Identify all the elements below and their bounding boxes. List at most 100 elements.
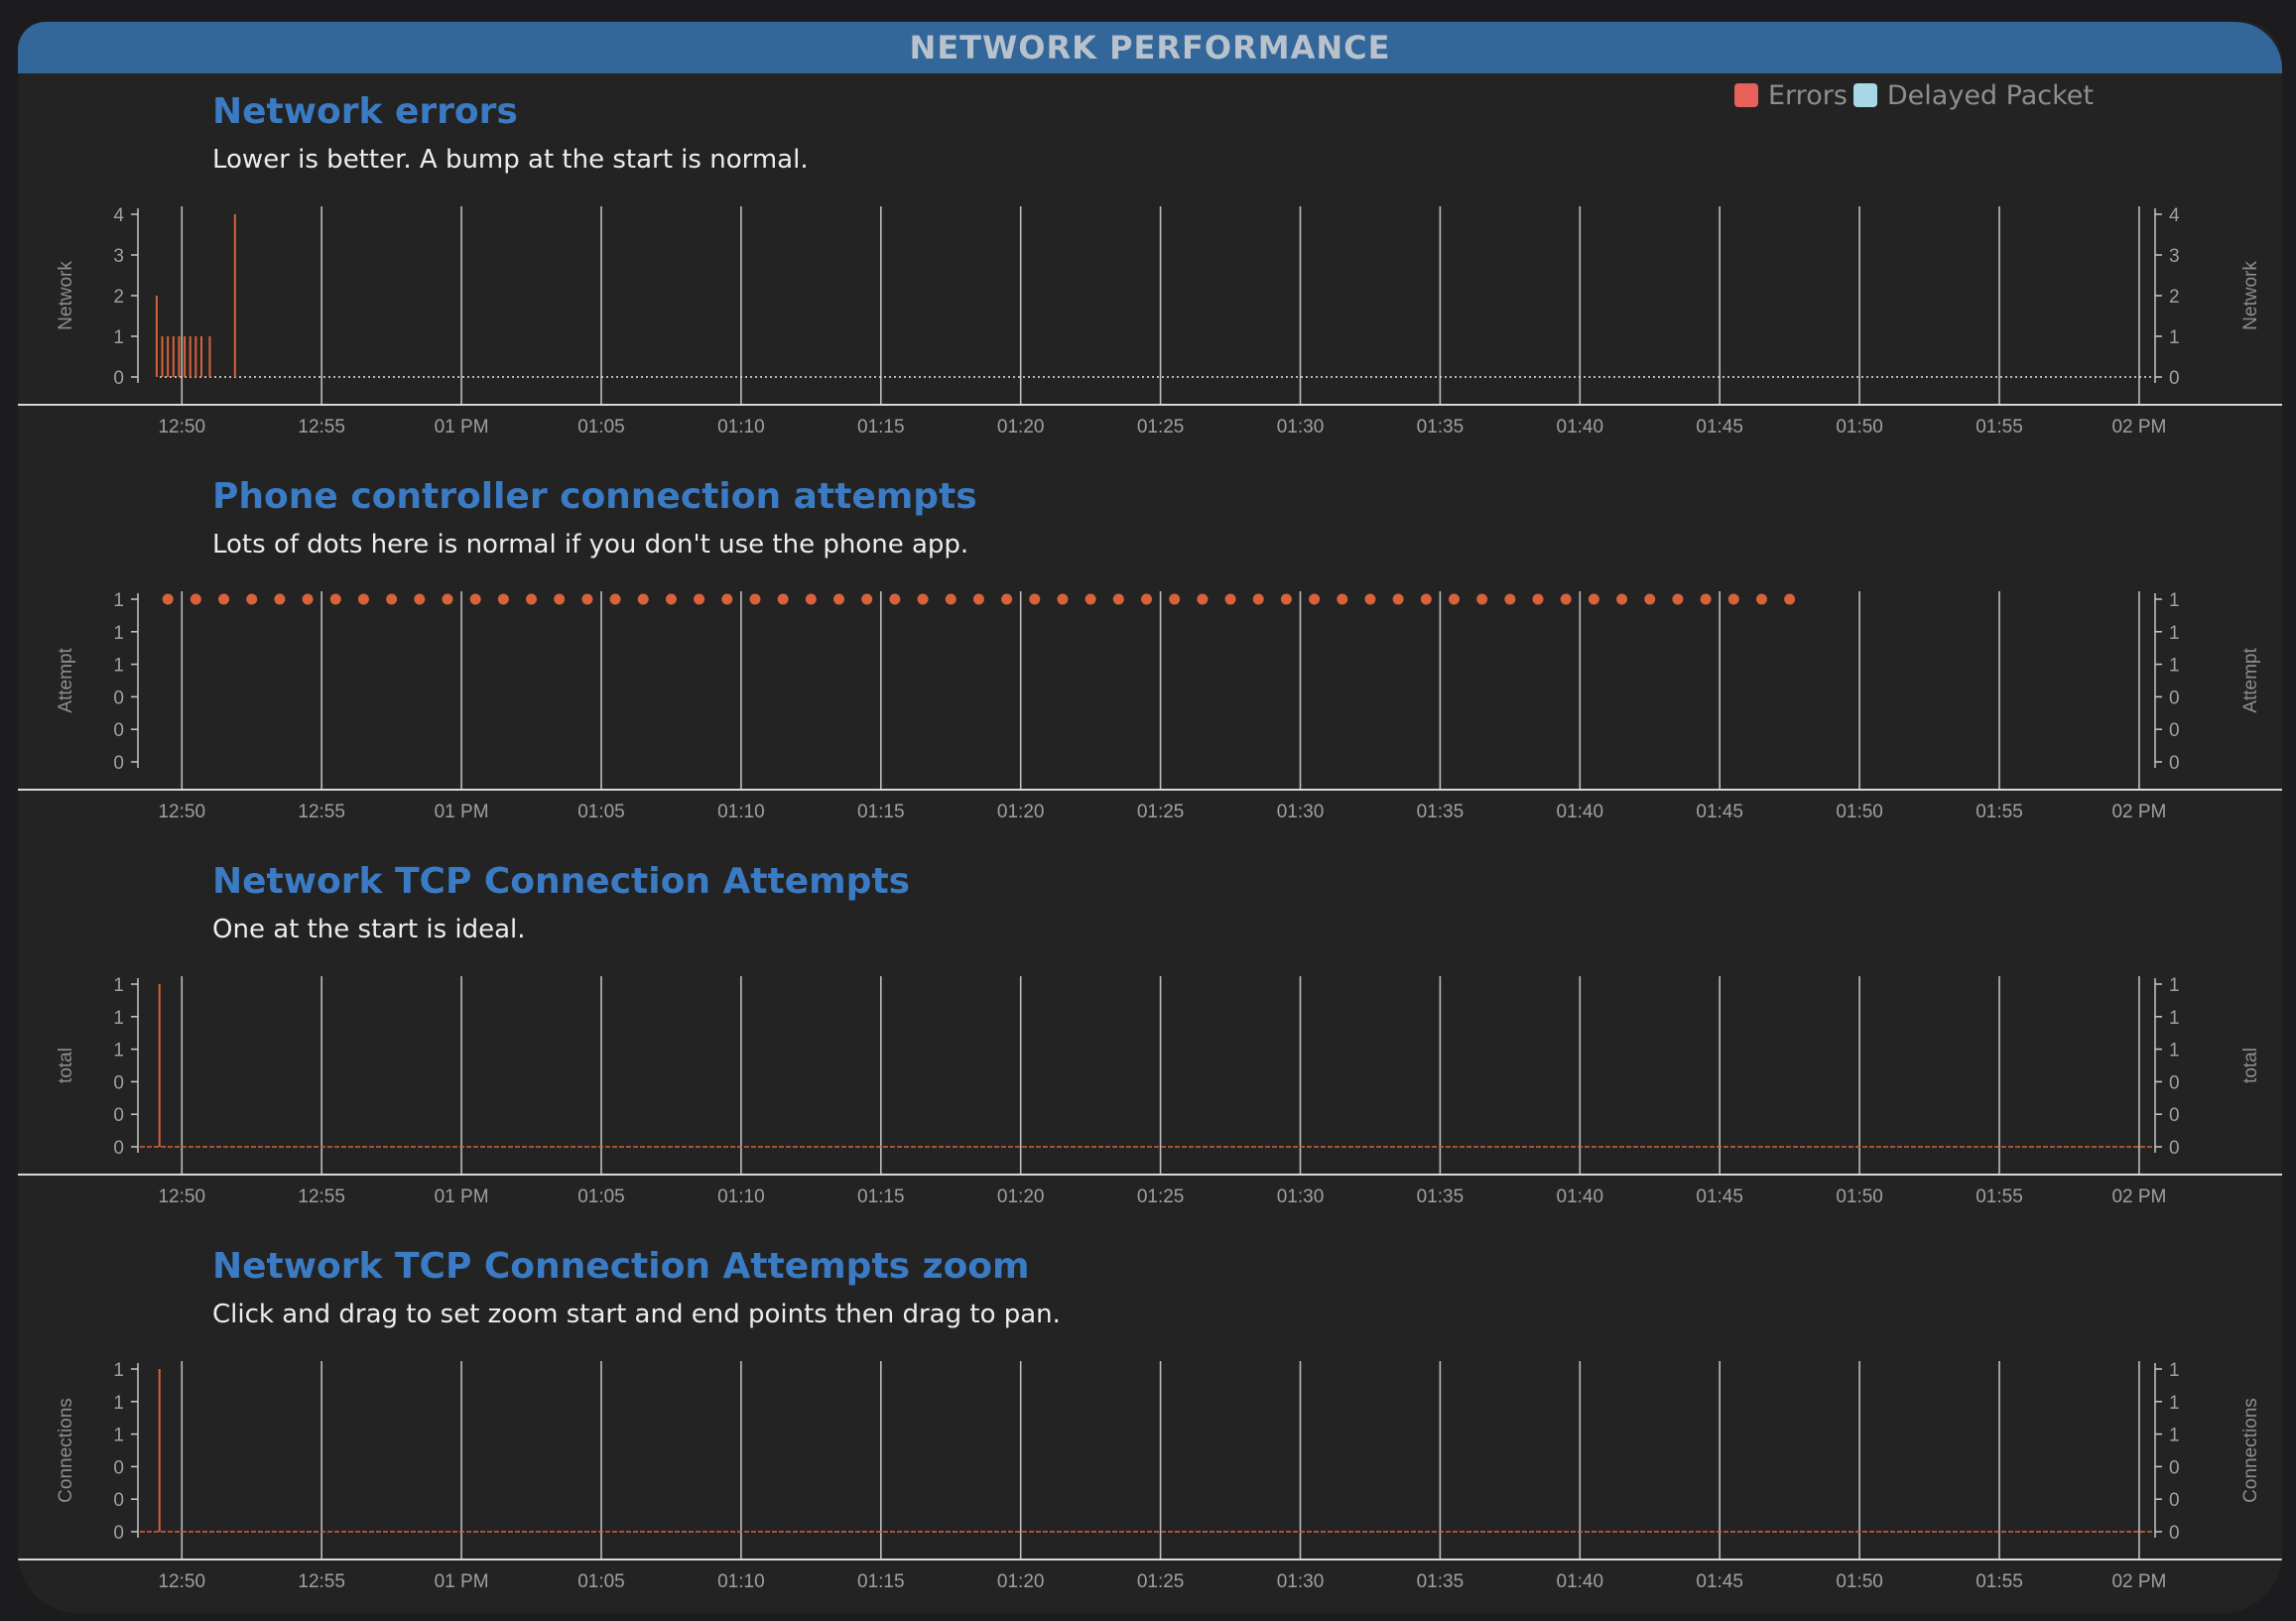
data-point — [1364, 593, 1376, 605]
data-point — [1532, 593, 1544, 605]
y-tick-label-left: 1 — [113, 590, 124, 611]
time-tick-label: 01:50 — [1836, 802, 1883, 822]
time-tick-label: 01:40 — [1557, 1571, 1604, 1592]
time-tick-label: 01:05 — [577, 417, 625, 437]
y-tick-label-left: 0 — [113, 1072, 124, 1093]
time-tick-label: 01:05 — [577, 802, 625, 822]
time-tick-label: 01:30 — [1277, 417, 1325, 437]
chart-title: Phone controller connection attempts — [212, 476, 977, 517]
y-tick-label-left: 0 — [113, 1105, 124, 1126]
data-point — [1169, 593, 1181, 605]
data-point — [1084, 593, 1096, 605]
time-tick-label: 01:20 — [997, 1571, 1045, 1592]
y-tick-label-left: 1 — [113, 1360, 124, 1381]
time-tick-label: 12:55 — [298, 1571, 345, 1592]
data-point — [1112, 593, 1124, 605]
data-point — [1588, 593, 1599, 605]
time-tick-label: 12:50 — [158, 417, 205, 437]
time-tick-label: 12:50 — [158, 802, 205, 822]
y-axis-label-left: Connections — [56, 1398, 76, 1503]
time-tick-label: 02 PM — [2111, 417, 2166, 437]
phone-controller-section: Phone controller connection attempts Lot… — [18, 476, 2282, 861]
y-tick-label-left: 0 — [113, 1457, 124, 1478]
data-point — [218, 593, 230, 605]
data-point — [1252, 593, 1264, 605]
legend-item-delayed-packet[interactable]: Delayed Packet — [1852, 79, 2094, 111]
y-axis-label-left: Network — [56, 261, 76, 330]
time-tick-label: 01:15 — [857, 1571, 905, 1592]
data-point — [749, 593, 761, 605]
time-tick-label: 01:20 — [997, 802, 1045, 822]
time-tick-label: 01:45 — [1696, 1186, 1743, 1207]
data-point — [917, 593, 929, 605]
data-point — [1001, 593, 1013, 605]
time-tick-label: 01:55 — [1976, 1571, 2023, 1592]
data-point — [357, 593, 369, 605]
phone-controller-chart[interactable]: 12:50 12:55 01 PM 01:05 01:10 01:15 01:20 01:25… — [18, 476, 2282, 861]
data-point — [190, 593, 201, 605]
y-tick-label-right: 0 — [2169, 720, 2180, 741]
time-tick-label: 12:55 — [298, 1186, 345, 1207]
y-axis-label-right: Attempt — [2240, 648, 2261, 713]
time-tick-label: 01:40 — [1557, 1186, 1604, 1207]
chart-title: Network TCP Connection Attempts zoom — [212, 1246, 1030, 1287]
time-tick-label: 01:30 — [1277, 802, 1325, 822]
time-tick-label: 01:45 — [1696, 417, 1743, 437]
time-tick-label: 01:50 — [1836, 417, 1883, 437]
time-tick-label: 01:50 — [1836, 1571, 1883, 1592]
legend-item-errors[interactable]: Errors — [1734, 80, 1848, 111]
chart-description: One at the start is ideal. — [212, 915, 526, 944]
network-errors-chart[interactable]: 12:50 12:55 01 PM 01:05 01:10 01:15 01:20 01:25… — [18, 91, 2282, 476]
data-point — [1309, 593, 1321, 605]
data-point — [1224, 593, 1236, 605]
chart-title: Network errors — [212, 91, 518, 132]
y-tick-label-right: 0 — [2169, 368, 2180, 389]
y-axis-label-left: total — [56, 1048, 76, 1083]
y-tick-label-right: 1 — [2169, 1041, 2180, 1061]
data-point — [1337, 593, 1348, 605]
time-tick-label: 12:50 — [158, 1571, 205, 1592]
time-tick-label: 01 PM — [435, 802, 489, 822]
tcp-attempts-chart[interactable]: 12:50 12:55 01 PM 01:05 01:10 01:15 01:20 01:25… — [18, 861, 2282, 1246]
data-point — [246, 593, 258, 605]
y-tick-label-left: 1 — [113, 656, 124, 677]
tcp-attempts-section: Network TCP Connection Attempts One at t… — [18, 861, 2282, 1246]
time-tick-label: 01:15 — [857, 417, 905, 437]
time-tick-label: 01 PM — [435, 1571, 489, 1592]
data-point — [805, 593, 817, 605]
tcp-attempts-zoom-chart[interactable]: 12:50 12:55 01 PM 01:05 01:10 01:15 01:20 01:25… — [18, 1246, 2282, 1613]
y-tick-label-left: 3 — [113, 246, 124, 267]
network-errors-section: Network errors Lower is better. A bump a… — [18, 91, 2282, 476]
y-tick-label-left: 0 — [113, 753, 124, 774]
y-tick-label-right: 1 — [2169, 656, 2180, 677]
y-tick-label-right: 1 — [2169, 975, 2180, 996]
data-point — [302, 593, 314, 605]
y-tick-label-left: 0 — [113, 720, 124, 741]
data-point — [665, 593, 677, 605]
y-axis-label-right: total — [2240, 1048, 2261, 1083]
data-point — [1672, 593, 1684, 605]
network-performance-panel: NETWORK PERFORMANCE Errors Delayed Packe… — [18, 22, 2282, 1613]
y-tick-label-right: 1 — [2169, 327, 2180, 348]
time-tick-label: 01:10 — [717, 417, 765, 437]
data-point — [1420, 593, 1432, 605]
y-tick-label-right: 4 — [2169, 205, 2180, 226]
time-tick-label: 12:55 — [298, 802, 345, 822]
time-tick-label: 01:05 — [577, 1571, 625, 1592]
y-tick-label-right: 3 — [2169, 246, 2180, 267]
y-tick-label-left: 0 — [113, 1523, 124, 1544]
legend-label-delayed-packet: Delayed Packet — [1886, 79, 2094, 111]
y-tick-label-left: 4 — [113, 205, 124, 226]
data-point — [889, 593, 901, 605]
data-point — [637, 593, 649, 605]
data-point — [1755, 593, 1767, 605]
y-tick-label-left: 0 — [113, 368, 124, 389]
time-tick-label: 01:45 — [1696, 802, 1743, 822]
data-point — [721, 593, 733, 605]
data-point — [329, 593, 341, 605]
y-tick-label-left: 2 — [113, 287, 124, 308]
time-tick-label: 02 PM — [2111, 1186, 2166, 1207]
time-tick-label: 12:55 — [298, 417, 345, 437]
data-point — [469, 593, 481, 605]
data-point — [1727, 593, 1739, 605]
